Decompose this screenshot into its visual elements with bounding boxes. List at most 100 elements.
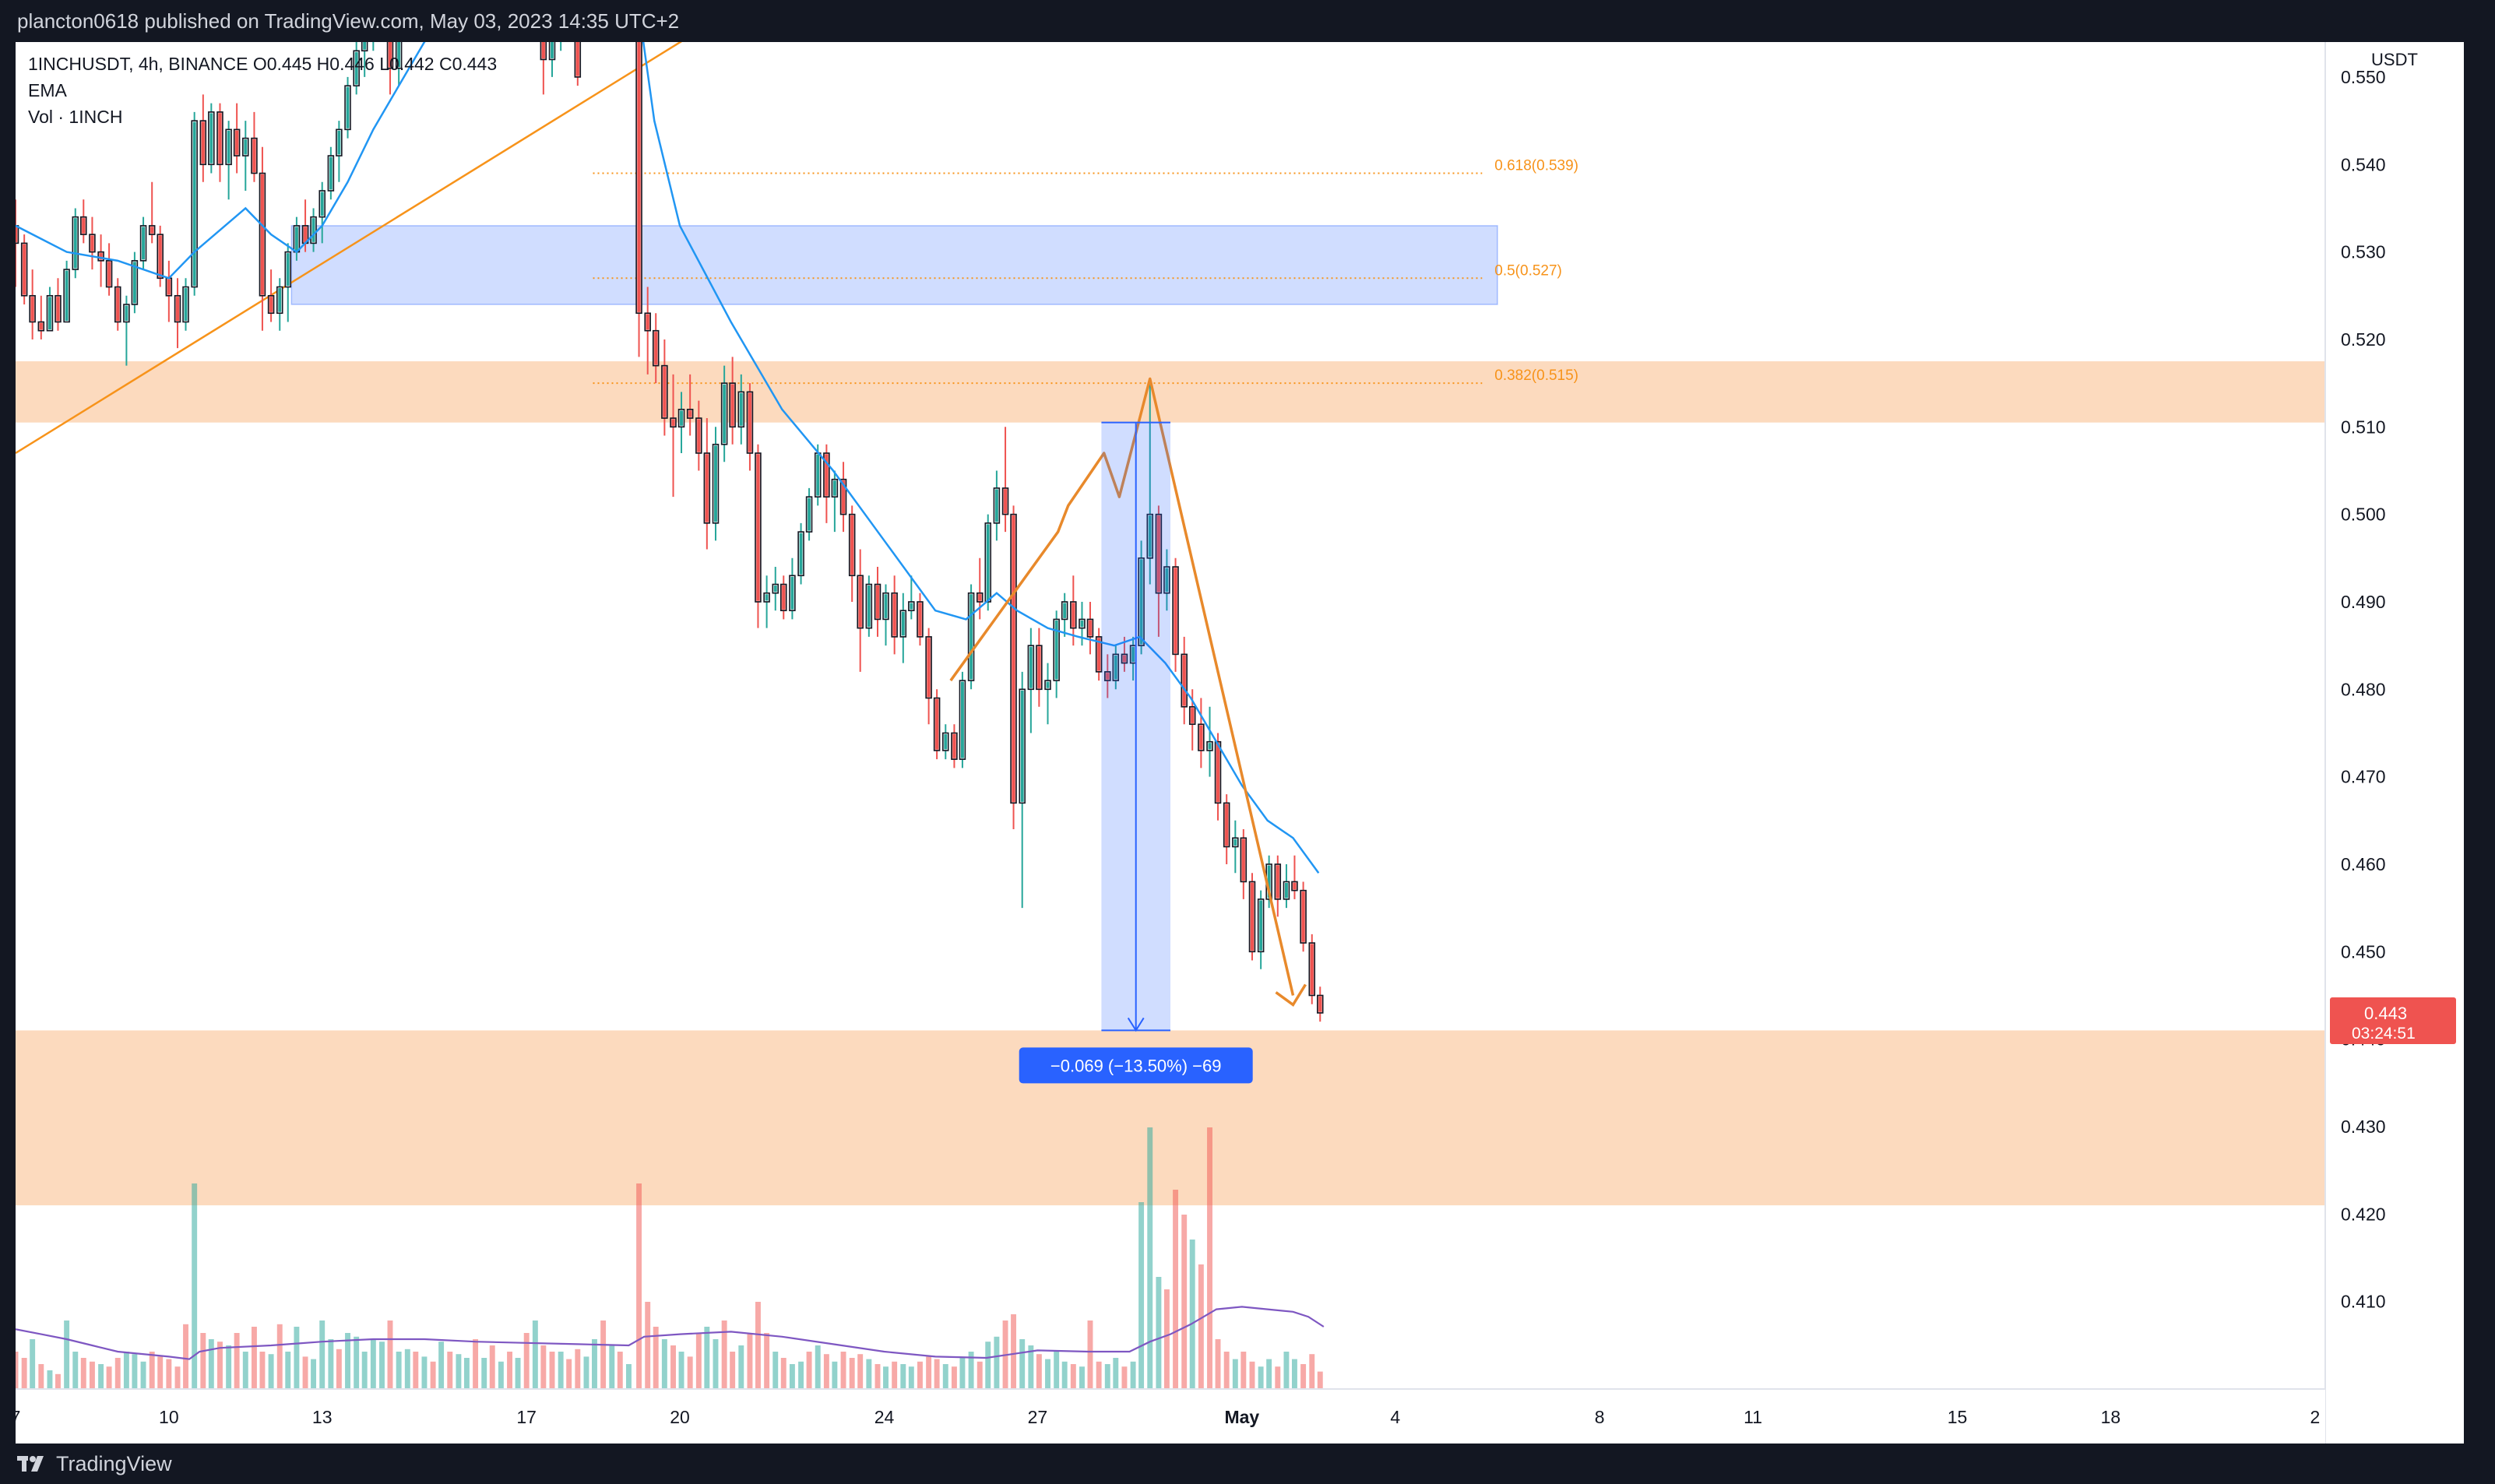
candle — [670, 374, 677, 498]
time-tick-label: 18 — [2101, 1407, 2121, 1427]
volume-bar — [968, 1352, 974, 1389]
volume-bar — [361, 1352, 368, 1389]
candle — [908, 575, 915, 620]
candle-fill — [978, 594, 982, 601]
volume-bar — [540, 1345, 547, 1389]
candle-fill — [901, 611, 905, 636]
time-axis-bg[interactable] — [16, 1389, 2325, 1444]
time-axis: 7 10 13 17 20 24 27 May 4 8 11 15 18 2 — [11, 1407, 2321, 1427]
candle — [1172, 557, 1179, 672]
volume-bar — [704, 1327, 710, 1389]
candle-fill — [986, 524, 990, 601]
volume-bar — [1054, 1352, 1060, 1389]
candle-fill — [756, 454, 760, 601]
candle — [942, 724, 949, 760]
volume-bar — [806, 1352, 812, 1389]
candle — [1044, 663, 1051, 725]
volume-bar — [413, 1352, 419, 1389]
candle — [191, 111, 198, 296]
candle — [276, 278, 283, 331]
volume-bar — [1223, 1352, 1230, 1389]
volume-bar — [1232, 1359, 1238, 1389]
price-tick-label: 0.460 — [2341, 854, 2386, 874]
volume-bar — [447, 1352, 453, 1389]
candle-fill — [663, 367, 667, 417]
volume-bar — [1309, 1354, 1315, 1389]
legend-volume[interactable]: Vol · 1INCH — [28, 107, 122, 127]
volume-bar — [498, 1361, 504, 1389]
volume-bar — [183, 1324, 188, 1389]
candle — [967, 584, 975, 690]
candle — [1181, 636, 1188, 725]
volume-bar — [738, 1345, 744, 1389]
volume-bar — [1011, 1314, 1017, 1389]
zigzag-path[interactable] — [949, 377, 1295, 996]
zigzag-arrowhead — [1275, 983, 1307, 1008]
candle — [165, 260, 173, 322]
candle — [772, 567, 779, 611]
trendline[interactable] — [15, 0, 808, 455]
candle — [97, 234, 104, 287]
candle — [327, 146, 335, 200]
volume-bar — [1104, 1364, 1110, 1389]
chart-area[interactable]: 0.618(0.539) 0.5(0.527) 0.382(0.515) −0.06… — [11, 0, 2464, 1444]
volume-bar — [670, 1345, 676, 1389]
candle-fill — [654, 332, 658, 365]
candle — [1019, 671, 1026, 909]
price-axis-bg[interactable] — [2325, 42, 2464, 1444]
candle-fill — [132, 262, 136, 304]
candle-fill — [30, 297, 34, 321]
legend-ema[interactable]: EMA — [28, 80, 68, 100]
candle-fill — [680, 410, 683, 426]
candle-fill — [1208, 743, 1212, 750]
volume-bar — [294, 1327, 300, 1389]
measure-label-bg[interactable] — [1019, 1047, 1253, 1084]
candle — [661, 339, 668, 436]
volume-bar — [1019, 1339, 1026, 1389]
tradingview-logo-icon — [17, 1456, 44, 1472]
volume-bar — [166, 1359, 172, 1389]
candle-fill — [1276, 865, 1279, 898]
chart-canvas[interactable]: 0.618(0.539) 0.5(0.527) 0.382(0.515) −0.06… — [11, 0, 2464, 1444]
volume-bar — [430, 1361, 436, 1389]
candle-fill — [551, 34, 554, 58]
volume-bar — [1266, 1359, 1272, 1389]
time-tick-label: 17 — [516, 1407, 537, 1427]
candle — [225, 121, 232, 200]
volume-bar — [1130, 1361, 1136, 1389]
ema-line[interactable] — [15, 0, 1320, 874]
volume-bar — [132, 1354, 138, 1389]
volume-bar — [473, 1339, 479, 1389]
blue-zone-0[interactable] — [290, 225, 1498, 305]
candle-fill — [1054, 620, 1058, 680]
candle-fill — [354, 51, 358, 85]
candle-fill — [252, 139, 256, 173]
candle — [839, 462, 847, 533]
candle-fill — [697, 419, 701, 452]
candle-fill — [1191, 708, 1195, 723]
candle-fill — [876, 585, 879, 618]
candle — [1104, 654, 1111, 698]
volume-bar — [370, 1339, 376, 1389]
candle-fill — [1139, 559, 1143, 645]
tradingview-logo[interactable]: TradingView — [17, 1451, 172, 1476]
volume-bar — [319, 1320, 326, 1389]
candle — [720, 365, 728, 462]
candle — [797, 522, 804, 585]
volume-bar — [234, 1333, 240, 1389]
candle-fill — [765, 594, 769, 601]
volume-bar — [721, 1320, 727, 1389]
orange-zone-1[interactable] — [16, 361, 2325, 423]
candle-fill — [730, 384, 734, 426]
candle-fill — [320, 192, 324, 216]
volume-ma-layer — [15, 1306, 1325, 1360]
candle — [123, 295, 130, 366]
candle-fill — [1004, 489, 1008, 514]
candle — [805, 487, 813, 541]
ema-layer — [15, 0, 1320, 874]
volume-ma-line — [15, 1306, 1325, 1360]
volume-bar — [396, 1352, 402, 1389]
legend: 1INCHUSDT, 4h, BINANCE O0.445 H0.446 L0.… — [28, 54, 497, 127]
volume-bar — [645, 1302, 651, 1389]
publish-header: plancton0618 published on TradingView.co… — [0, 0, 2495, 42]
